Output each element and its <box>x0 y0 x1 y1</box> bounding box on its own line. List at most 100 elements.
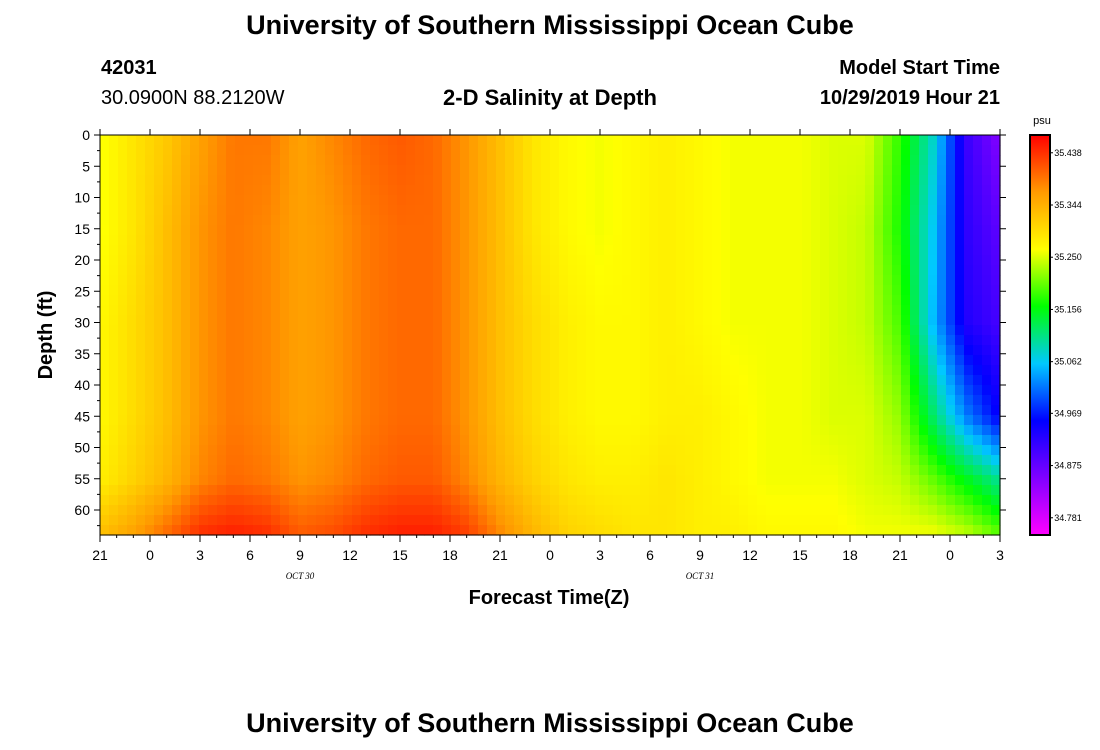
heatmap-cell <box>379 325 389 336</box>
heatmap-cell <box>595 365 605 376</box>
heatmap-cell <box>514 275 524 286</box>
heatmap-cell <box>388 405 398 416</box>
heatmap-cell <box>892 525 902 536</box>
heatmap-cell <box>199 465 209 476</box>
heatmap-cell <box>379 155 389 166</box>
heatmap-cell <box>451 505 461 516</box>
heatmap-cell <box>919 135 929 146</box>
heatmap-cell <box>118 415 128 426</box>
heatmap-cell <box>118 345 128 356</box>
heatmap-cell <box>388 305 398 316</box>
heatmap-cell <box>748 505 758 516</box>
heatmap-cell <box>478 225 488 236</box>
heatmap-cell <box>154 345 164 356</box>
heatmap-cell <box>460 445 470 456</box>
heatmap-cell <box>838 515 848 526</box>
heatmap-cell <box>631 395 641 406</box>
heatmap-cell <box>253 505 263 516</box>
heatmap-cell <box>388 135 398 146</box>
heatmap-cell <box>433 515 443 526</box>
heatmap-cell <box>604 385 614 396</box>
heatmap-cell <box>703 195 713 206</box>
heatmap-cell <box>361 235 371 246</box>
heatmap-cell <box>199 235 209 246</box>
heatmap-cell <box>865 525 875 536</box>
heatmap-cell <box>865 475 875 486</box>
heatmap-cell <box>109 405 119 416</box>
heatmap-cell <box>280 315 290 326</box>
x-tick-label: 15 <box>392 547 408 563</box>
heatmap-cell <box>847 235 857 246</box>
heatmap-cell <box>937 195 947 206</box>
heatmap-cell <box>361 425 371 436</box>
heatmap-cell <box>748 485 758 496</box>
heatmap-cell <box>640 145 650 156</box>
heatmap-cell <box>307 485 317 496</box>
heatmap-cell <box>316 515 326 526</box>
heatmap-cell <box>514 205 524 216</box>
heatmap-cell <box>685 525 695 536</box>
heatmap-cell <box>694 155 704 166</box>
heatmap-cell <box>694 315 704 326</box>
heatmap-cell <box>748 155 758 166</box>
heatmap-cell <box>100 145 110 156</box>
heatmap-cell <box>289 345 299 356</box>
heatmap-cell <box>865 145 875 156</box>
heatmap-cell <box>235 355 245 366</box>
heatmap-cell <box>505 205 515 216</box>
x-tick-label: 18 <box>442 547 458 563</box>
heatmap-cell <box>361 525 371 536</box>
heatmap-cell <box>703 415 713 426</box>
heatmap-cell <box>451 265 461 276</box>
heatmap-cell <box>577 505 587 516</box>
heatmap-cell <box>343 155 353 166</box>
heatmap-cell <box>136 495 146 506</box>
heatmap-cell <box>172 285 182 296</box>
heatmap-cell <box>649 385 659 396</box>
heatmap-cell <box>622 365 632 376</box>
heatmap-cell <box>118 335 128 346</box>
heatmap-cell <box>748 525 758 536</box>
x-date-label: OCT 30 <box>286 571 315 581</box>
heatmap-cell <box>334 215 344 226</box>
heatmap-cell <box>334 285 344 296</box>
heatmap-cell <box>811 365 821 376</box>
heatmap-cell <box>478 175 488 186</box>
heatmap-cell <box>928 335 938 346</box>
heatmap-cell <box>748 185 758 196</box>
heatmap-cell <box>838 175 848 186</box>
heatmap-cell <box>712 365 722 376</box>
heatmap-cell <box>325 505 335 516</box>
heatmap-cell <box>667 225 677 236</box>
heatmap-cell <box>982 355 992 366</box>
heatmap-cell <box>568 495 578 506</box>
heatmap-cell <box>865 305 875 316</box>
heatmap-cell <box>604 455 614 466</box>
heatmap-cell <box>703 325 713 336</box>
heatmap-cell <box>514 415 524 426</box>
heatmap-cell <box>442 355 452 366</box>
heatmap-cell <box>892 195 902 206</box>
heatmap-cell <box>316 245 326 256</box>
heatmap-cell <box>208 365 218 376</box>
heatmap-cell <box>604 155 614 166</box>
heatmap-cell <box>631 185 641 196</box>
heatmap-cell <box>280 325 290 336</box>
heatmap-cell <box>811 485 821 496</box>
heatmap-cell <box>325 215 335 226</box>
heatmap-cell <box>325 375 335 386</box>
heatmap-cell <box>253 485 263 496</box>
heatmap-cell <box>649 415 659 426</box>
heatmap-cell <box>910 305 920 316</box>
heatmap-cell <box>460 405 470 416</box>
heatmap-cell <box>172 395 182 406</box>
heatmap-cell <box>262 465 272 476</box>
heatmap-cell <box>469 285 479 296</box>
heatmap-cell <box>577 515 587 526</box>
heatmap-cell <box>388 485 398 496</box>
heatmap-cell <box>388 415 398 426</box>
heatmap-cell <box>658 465 668 476</box>
heatmap-cell <box>406 295 416 306</box>
heatmap-cell <box>847 325 857 336</box>
heatmap-cell <box>613 405 623 416</box>
